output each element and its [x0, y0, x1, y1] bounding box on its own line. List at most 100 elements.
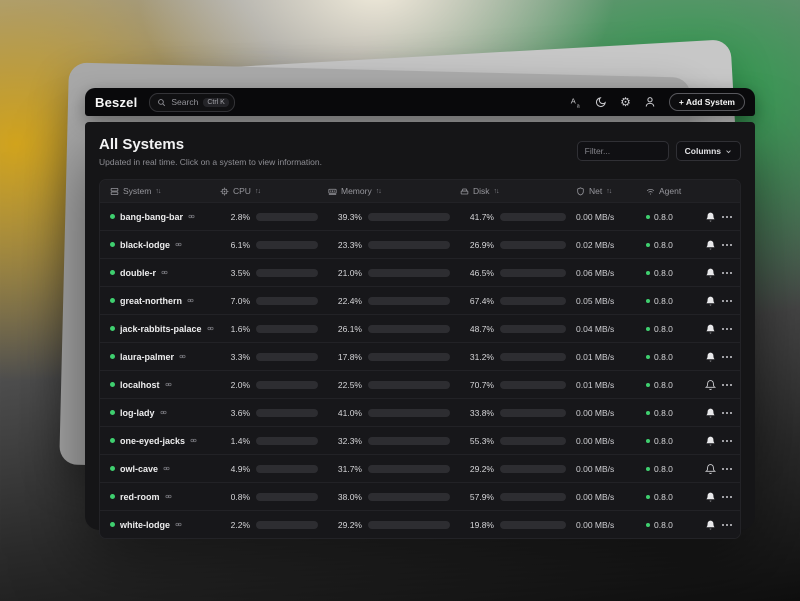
- agent-status-dot: [646, 410, 650, 415]
- alerts-bell-button[interactable]: [698, 267, 722, 279]
- row-menu-button[interactable]: [722, 299, 734, 302]
- alerts-bell-button[interactable]: [698, 239, 722, 251]
- table-row[interactable]: bang-bang-bar 2.8% 39.3% 41.7% 0.00 MB/s…: [100, 202, 740, 230]
- column-header-system[interactable]: System ↑↓: [110, 186, 220, 196]
- row-menu-button[interactable]: [722, 243, 734, 246]
- link-icon: [190, 438, 197, 443]
- search-input[interactable]: Search Ctrl K: [149, 92, 235, 112]
- disk-value: 41.7%: [469, 211, 494, 222]
- table-row[interactable]: double-r 3.5% 21.0% 46.5% 0.06 MB/s 0.8.…: [100, 258, 740, 286]
- memory-value: 26.1%: [337, 323, 362, 334]
- ellipsis-icon: [722, 355, 724, 358]
- status-dot: [110, 270, 115, 275]
- agent-version: 0.8.0: [654, 435, 673, 446]
- svg-text:A: A: [571, 97, 576, 106]
- net-value: 0.04 MB/s: [576, 323, 615, 334]
- cpu-bar: [256, 492, 318, 501]
- wifi-icon: [646, 187, 655, 196]
- sort-icon: ↑↓: [493, 187, 500, 195]
- alerts-bell-button[interactable]: [698, 295, 722, 307]
- disk-value: 55.3%: [469, 435, 494, 446]
- table-row[interactable]: log-lady 3.6% 41.0% 33.8% 0.00 MB/s 0.8.…: [100, 398, 740, 426]
- status-dot: [110, 466, 115, 471]
- cpu-value: 1.4%: [230, 435, 250, 446]
- net-value: 0.01 MB/s: [576, 351, 615, 362]
- cpu-bar: [256, 212, 318, 221]
- net-value: 0.00 MB/s: [576, 407, 615, 418]
- status-dot: [110, 410, 115, 415]
- link-icon: [161, 270, 168, 275]
- alerts-bell-button[interactable]: [698, 351, 722, 363]
- user-icon[interactable]: [644, 96, 656, 108]
- disk-bar: [500, 268, 566, 277]
- cpu-bar: [256, 380, 318, 389]
- column-header-cpu[interactable]: CPU ↑↓: [220, 186, 328, 196]
- system-name: red-room: [120, 491, 160, 502]
- table-row[interactable]: jack-rabbits-palace 1.6% 26.1% 48.7% 0.0…: [100, 314, 740, 342]
- agent-status-dot: [646, 270, 650, 275]
- search-shortcut: Ctrl K: [203, 97, 229, 107]
- table-row[interactable]: black-lodge 6.1% 23.3% 26.9% 0.02 MB/s 0…: [100, 230, 740, 258]
- filter-input[interactable]: [576, 141, 669, 161]
- memory-bar: [368, 492, 450, 501]
- sort-icon: ↑↓: [254, 187, 261, 195]
- table-row[interactable]: localhost 2.0% 22.5% 70.7% 0.01 MB/s 0.8…: [100, 370, 740, 398]
- theme-moon-icon[interactable]: [595, 96, 607, 108]
- agent-version: 0.8.0: [654, 351, 673, 362]
- row-menu-button[interactable]: [722, 523, 734, 526]
- row-menu-button[interactable]: [722, 355, 734, 358]
- alerts-bell-button[interactable]: [698, 519, 722, 531]
- cpu-bar: [256, 240, 318, 249]
- cpu-value: 6.1%: [230, 239, 250, 250]
- column-header-memory[interactable]: Memory ↑↓: [328, 186, 460, 196]
- row-menu-button[interactable]: [722, 327, 734, 330]
- column-header-net[interactable]: Net ↑↓: [576, 186, 646, 196]
- row-menu-button[interactable]: [722, 495, 734, 498]
- disk-bar: [500, 324, 566, 333]
- row-menu-button[interactable]: [722, 467, 734, 470]
- row-menu-button[interactable]: [722, 383, 734, 386]
- status-dot: [110, 382, 115, 387]
- alerts-bell-button[interactable]: [698, 379, 722, 391]
- table-row[interactable]: one-eyed-jacks 1.4% 32.3% 55.3% 0.00 MB/…: [100, 426, 740, 454]
- agent-status-dot: [646, 382, 650, 387]
- net-value: 0.00 MB/s: [576, 519, 615, 530]
- add-system-button[interactable]: + Add System: [668, 93, 745, 111]
- shield-icon: [576, 186, 585, 196]
- status-dot: [110, 242, 115, 247]
- table-row[interactable]: laura-palmer 3.3% 17.8% 31.2% 0.01 MB/s …: [100, 342, 740, 370]
- link-icon: [207, 326, 214, 331]
- cpu-icon: [220, 187, 229, 196]
- row-menu-button[interactable]: [722, 439, 734, 442]
- row-menu-button[interactable]: [722, 215, 734, 218]
- chevron-down-icon: [726, 149, 731, 153]
- alerts-bell-button[interactable]: [698, 407, 722, 419]
- table-row[interactable]: great-northern 7.0% 22.4% 67.4% 0.05 MB/…: [100, 286, 740, 314]
- cpu-bar: [256, 408, 318, 417]
- settings-gear-icon[interactable]: ⚙: [620, 95, 631, 109]
- alerts-bell-button[interactable]: [698, 435, 722, 447]
- memory-value: 39.3%: [337, 211, 362, 222]
- alerts-bell-button[interactable]: [698, 323, 722, 335]
- memory-icon: [328, 187, 337, 196]
- agent-status-dot: [646, 214, 650, 219]
- column-header-disk[interactable]: Disk ↑↓: [460, 186, 576, 196]
- row-menu-button[interactable]: [722, 411, 734, 414]
- alerts-bell-button[interactable]: [698, 463, 722, 475]
- alerts-bell-button[interactable]: [698, 491, 722, 503]
- column-header-agent[interactable]: Agent: [646, 186, 698, 196]
- agent-version: 0.8.0: [654, 519, 673, 530]
- columns-button[interactable]: Columns: [675, 141, 741, 161]
- ellipsis-icon: [722, 299, 724, 302]
- language-icon[interactable]: A a: [570, 96, 582, 109]
- link-icon: [165, 494, 171, 499]
- table-row[interactable]: white-lodge 2.2% 29.2% 19.8% 0.00 MB/s 0…: [100, 510, 740, 538]
- memory-value: 17.8%: [337, 351, 362, 362]
- alerts-bell-button[interactable]: [698, 211, 722, 223]
- table-row[interactable]: owl-cave 4.9% 31.7% 29.2% 0.00 MB/s 0.8.…: [100, 454, 740, 482]
- net-value: 0.01 MB/s: [576, 379, 615, 390]
- bell-filled-icon: [705, 240, 715, 249]
- table-row[interactable]: red-room 0.8% 38.0% 57.9% 0.00 MB/s 0.8.…: [100, 482, 740, 510]
- memory-bar: [368, 268, 450, 277]
- row-menu-button[interactable]: [722, 271, 734, 274]
